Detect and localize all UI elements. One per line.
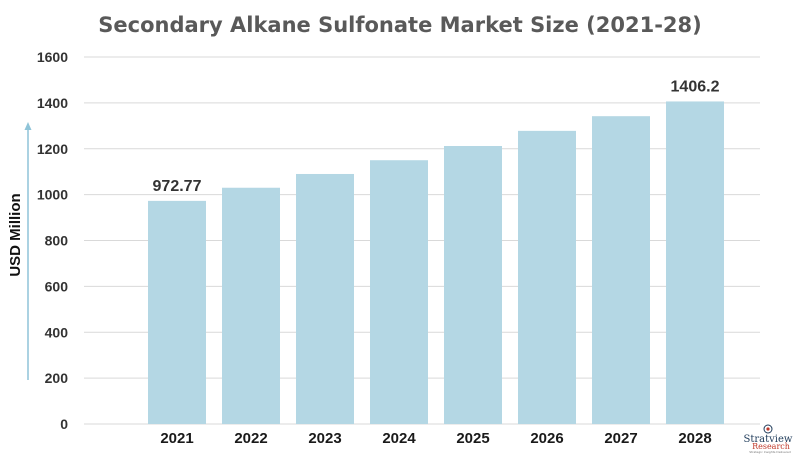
x-tick-label: 2025 [456, 430, 489, 447]
logo-target-dot [766, 427, 770, 431]
y-tick-label: 800 [45, 233, 69, 249]
logo-name: Stratview [744, 434, 793, 445]
x-tick-label: 2027 [604, 430, 637, 447]
y-tick-label: 1600 [37, 49, 68, 65]
x-tick-label: 2023 [308, 430, 341, 447]
logo-target-icon [763, 424, 773, 434]
data-labels: 972.77 1406.2 [153, 78, 720, 194]
x-axis-ticks: 2021 2022 2023 2024 2025 2026 2027 2028 [160, 430, 711, 447]
y-axis-ticks: 0 200 400 600 800 1000 1200 1400 1600 [37, 49, 68, 432]
data-label: 1406.2 [671, 78, 720, 95]
bar-2024 [370, 160, 428, 424]
y-tick-label: 200 [45, 370, 69, 386]
x-tick-label: 2028 [678, 430, 711, 447]
logo-subname: Research [752, 442, 790, 451]
x-tick-label: 2024 [382, 430, 416, 447]
y-tick-label: 400 [45, 324, 69, 340]
bar-2023 [296, 173, 354, 424]
y-axis-arrowhead [24, 122, 32, 130]
y-tick-label: 1200 [37, 141, 68, 157]
y-tick-label: 600 [45, 278, 69, 294]
bar-2027 [592, 116, 650, 425]
x-tick-label: 2021 [160, 430, 193, 447]
bars [148, 101, 724, 425]
y-tick-label: 1400 [37, 95, 68, 111]
bar-2021 [148, 200, 206, 424]
x-tick-label: 2026 [530, 430, 563, 447]
stratview-logo: Stratview Research Strategic Insights De… [744, 424, 793, 454]
x-tick-label: 2022 [234, 430, 267, 447]
bar-2026 [518, 130, 576, 424]
logo-tagline: Strategic Insights Delivered [749, 450, 791, 454]
bar-2022 [222, 187, 280, 424]
bar-2025 [444, 145, 502, 424]
y-tick-label: 1000 [37, 187, 68, 203]
bar-2028 [666, 101, 724, 424]
y-axis-label: USD Million [7, 193, 24, 276]
y-tick-label: 0 [60, 416, 68, 432]
chart-title: Secondary Alkane Sulfonate Market Size (… [98, 13, 702, 37]
data-label: 972.77 [153, 178, 202, 195]
